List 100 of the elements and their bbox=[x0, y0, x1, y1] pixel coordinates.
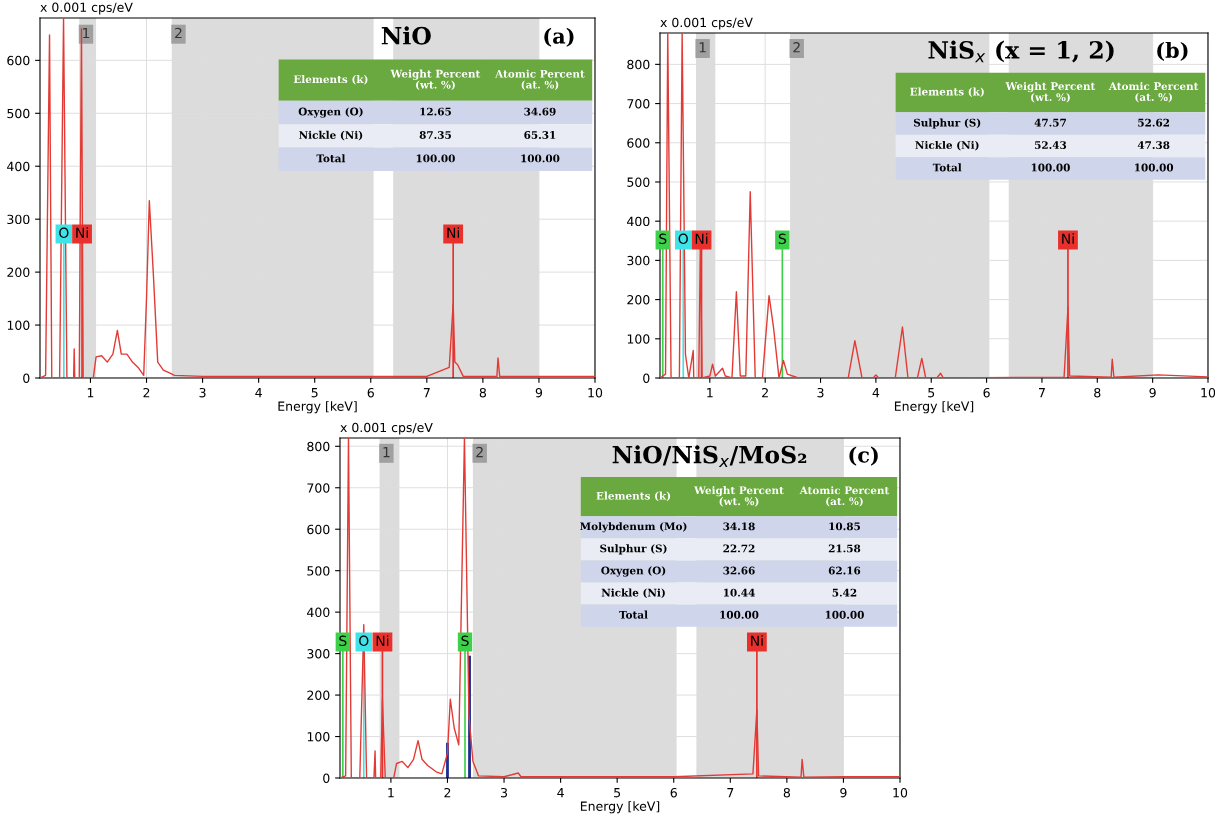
ref-line-label: Ni bbox=[695, 233, 708, 244]
x-tick-label: 8 bbox=[479, 387, 486, 398]
x-tick-label: 1 bbox=[388, 788, 394, 798]
ref-line-label: S bbox=[778, 233, 786, 245]
ref-line-label: O bbox=[59, 227, 69, 239]
y-tick-label: 300 bbox=[307, 649, 330, 659]
y-tick-label: 100 bbox=[307, 732, 330, 742]
annotation: 10.85 bbox=[829, 522, 860, 531]
x-tick-label: 1 bbox=[87, 388, 94, 398]
ref-line-label: O bbox=[359, 635, 369, 647]
ref-line-label: S bbox=[461, 635, 469, 647]
ref-line-label: Ni bbox=[751, 635, 763, 646]
x-tick-label: 4 bbox=[557, 788, 564, 798]
ref-line-label: O bbox=[678, 233, 688, 245]
ref-line-label: Ni bbox=[76, 227, 88, 238]
x-tick-label: 6 bbox=[367, 387, 374, 398]
y-tick-label: 100 bbox=[627, 334, 650, 344]
annotation: Weight Percent (wt. %) bbox=[390, 69, 481, 91]
ref-line-label: S bbox=[659, 233, 667, 245]
annotation: 12.65 bbox=[420, 107, 451, 116]
annotation: Oxygen (O) bbox=[298, 107, 363, 118]
annotation: 21.58 bbox=[828, 544, 861, 553]
annotation: Weight Percent (wt. %) bbox=[694, 486, 784, 507]
y-tick-label: 0 bbox=[23, 373, 30, 383]
band-label: 2 bbox=[175, 27, 182, 39]
x-tick-label: 1 bbox=[707, 388, 713, 398]
annotation: Molybdenum (Mo) bbox=[580, 522, 687, 533]
annotation: 34.69 bbox=[524, 107, 556, 116]
y-tick-label: 800 bbox=[627, 59, 650, 70]
annotation: Nickle (Ni) bbox=[915, 140, 979, 151]
ref-line-label: Ni bbox=[376, 635, 389, 646]
annotation: 100.00 bbox=[521, 154, 560, 163]
y-tick-label: 500 bbox=[7, 108, 30, 119]
annotation: 100.00 bbox=[1031, 163, 1070, 172]
y-tick-label: 700 bbox=[627, 99, 650, 109]
y-tick-label: 700 bbox=[307, 483, 330, 493]
y-tick-label: 500 bbox=[627, 177, 650, 187]
chart-subtitle: (c) bbox=[849, 446, 878, 466]
annotation: Nickle (Ni) bbox=[601, 588, 665, 599]
annotation: 65.31 bbox=[524, 131, 556, 139]
y-tick-label: 600 bbox=[307, 524, 330, 535]
chart-title: NiO bbox=[381, 26, 431, 45]
band-label: 1 bbox=[383, 447, 390, 458]
annotation: 62.16 bbox=[828, 566, 861, 575]
x-tick-label: 9 bbox=[1149, 387, 1156, 398]
annotation: Atomic Percent (at. %) bbox=[495, 69, 585, 91]
band-label: 1 bbox=[83, 27, 90, 39]
x-tick-label: 3 bbox=[817, 387, 824, 398]
ref-line-label: Ni bbox=[447, 227, 459, 238]
annotation: Atomic Percent (at. %) bbox=[1108, 82, 1199, 103]
y-tick-label: 400 bbox=[7, 161, 30, 172]
x-tick-label: 7 bbox=[1038, 388, 1045, 398]
x-tick-label: 5 bbox=[928, 388, 935, 398]
chart-subtitle: (b) bbox=[1157, 41, 1188, 61]
annotation: Sulphur (S) bbox=[600, 544, 667, 555]
annotation: 10.44 bbox=[723, 588, 755, 597]
x-tick-label: 7 bbox=[423, 388, 430, 398]
y-tick-label: 200 bbox=[627, 295, 650, 305]
y-tick-label: 500 bbox=[307, 566, 330, 576]
annotation: 52.62 bbox=[1138, 118, 1170, 127]
x-tick-label: 10 bbox=[1201, 387, 1215, 398]
chart-title: NiS$_{x}$ (x = 1, 2) bbox=[928, 40, 1114, 63]
band-label: 1 bbox=[699, 42, 706, 53]
annotation: 47.38 bbox=[1137, 141, 1170, 150]
annotation: 100.00 bbox=[1135, 163, 1174, 172]
annotation: Atomic Percent (at. %) bbox=[799, 486, 890, 507]
annotation: Nickle (Ni) bbox=[299, 130, 363, 141]
annotation: Elements (k) bbox=[293, 75, 368, 85]
y-tick-label: 400 bbox=[307, 607, 330, 618]
x-tick-label: 3 bbox=[199, 387, 206, 398]
annotation: 5.42 bbox=[832, 588, 857, 597]
annotation: 100.00 bbox=[416, 154, 455, 163]
annotation: 100.00 bbox=[720, 610, 759, 619]
x-axis-title: Energy [keV] bbox=[278, 401, 357, 414]
annotation: 34.18 bbox=[723, 522, 755, 531]
x-tick-label: 2 bbox=[762, 387, 768, 398]
ref-line-label: Ni bbox=[1062, 233, 1074, 244]
y-tick-label: 600 bbox=[7, 55, 30, 66]
annotation: Elements (k) bbox=[596, 491, 671, 502]
y-tick-label: 400 bbox=[627, 216, 650, 227]
x-tick-label: 10 bbox=[588, 387, 603, 398]
annotation: Total bbox=[932, 163, 962, 172]
annotation: Total bbox=[316, 154, 346, 163]
y-tick-label: 0 bbox=[323, 773, 330, 783]
annotation: Total bbox=[619, 610, 648, 619]
x-tick-label: 8 bbox=[783, 787, 790, 798]
x-tick-label: 3 bbox=[501, 787, 508, 798]
x-axis-title: Energy [keV] bbox=[580, 801, 660, 814]
chart-subtitle: (a) bbox=[544, 27, 574, 47]
x-tick-label: 4 bbox=[872, 388, 880, 398]
y-tick-label: 0 bbox=[643, 373, 650, 383]
band-label: 2 bbox=[793, 42, 800, 53]
x-tick-label: 9 bbox=[535, 387, 543, 398]
y-tick-label: 100 bbox=[7, 320, 30, 330]
annotation: 87.35 bbox=[419, 131, 451, 139]
y-tick-label: 300 bbox=[7, 214, 30, 225]
x-tick-label: 8 bbox=[1094, 387, 1101, 398]
annotation: 52.43 bbox=[1035, 141, 1067, 150]
y-tick-label: 300 bbox=[627, 255, 650, 266]
y-tick-label: 600 bbox=[627, 138, 650, 148]
